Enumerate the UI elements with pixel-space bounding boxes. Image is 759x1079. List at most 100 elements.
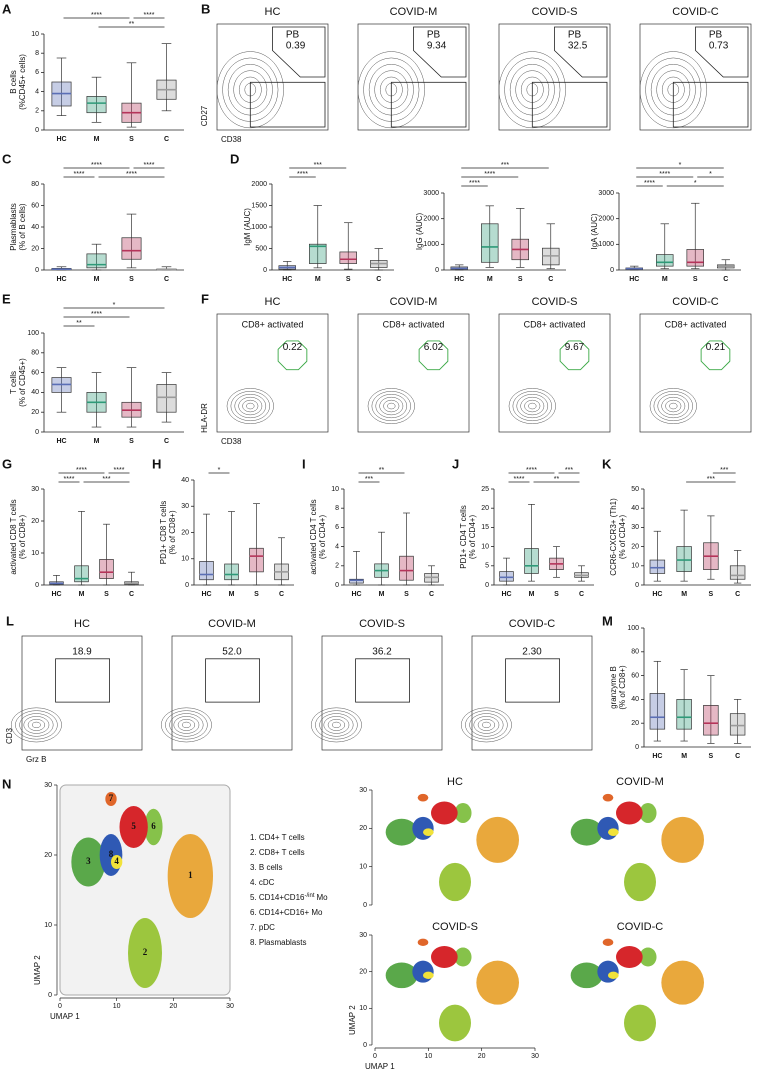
gate (672, 81, 749, 128)
y-tick-label: 3000 (423, 190, 439, 197)
x-tick-label: S (346, 276, 351, 283)
contour (469, 713, 504, 737)
box (676, 699, 692, 730)
contour (23, 716, 50, 734)
y-tick-label: 0 (48, 992, 52, 999)
cluster (608, 971, 619, 979)
y-tick-label: 10 (44, 922, 52, 929)
gate-name: PB (568, 30, 582, 41)
y-tick-label: 30 (359, 787, 367, 794)
x-tick-label: S (709, 591, 714, 598)
significance-label: **** (469, 180, 480, 187)
y-axis-label: PD1+ CD4 T cells (459, 505, 468, 569)
y-axis-label: B cells (9, 70, 18, 94)
panel-letter: L (6, 613, 14, 628)
significance-label: ** (379, 467, 385, 474)
y-tick-label: 1500 (251, 202, 267, 209)
x-tick-label: C (429, 591, 434, 598)
contour (331, 721, 341, 729)
gate (55, 658, 110, 703)
y-axis-label: (% of CD8+) (168, 510, 177, 555)
contour (520, 396, 545, 416)
y-tick-label: 2 (335, 563, 339, 570)
y-tick-label: 10 (181, 556, 189, 563)
gate (249, 81, 326, 128)
cluster-number: 4 (114, 856, 119, 866)
y-axis-label: T cells (9, 371, 18, 394)
gate-value: 32.5 (568, 41, 588, 52)
significance-label: *** (501, 162, 509, 169)
y-tick-label: 6 (335, 524, 339, 531)
y-axis-label: UMAP 2 (348, 1005, 357, 1035)
plot-title: COVID-M (208, 618, 256, 630)
box (199, 561, 214, 581)
gate-value: 0.22 (283, 342, 303, 353)
box (524, 548, 539, 574)
y-tick-label: 0 (35, 127, 39, 134)
x-tick-label: M (681, 753, 687, 760)
cluster (597, 960, 619, 983)
gate (205, 658, 261, 703)
gate-name: PB (286, 30, 300, 41)
x-tick-label: C (164, 438, 169, 445)
contour (15, 710, 58, 740)
significance-label: **** (91, 311, 102, 318)
contour (524, 399, 541, 413)
box (676, 546, 692, 572)
y-tick-label: 8 (335, 505, 339, 512)
cluster (417, 793, 429, 802)
contour (19, 713, 54, 737)
umap-panel-title: COVID-S (432, 921, 478, 933)
x-tick-label: M (94, 438, 100, 445)
y-axis-label: IgM (AUC) (243, 208, 252, 246)
gate (418, 340, 449, 371)
contour (242, 399, 259, 413)
contour (230, 391, 270, 422)
plot-title: HC (265, 296, 281, 308)
gate-name: CD8+ activated (665, 319, 727, 329)
contour (226, 388, 274, 424)
significance-label: * (694, 180, 697, 187)
significance-label: **** (297, 171, 308, 178)
x-tick-label: M (94, 136, 100, 143)
umap-panel-title: COVID-M (616, 776, 664, 788)
legend-entry: 4. cDC (250, 878, 275, 887)
y-axis-label: PD1+ CD8 T cells (159, 501, 168, 565)
y-tick-label: 20 (31, 245, 39, 252)
legend-text: 7. pDC (250, 923, 275, 932)
gate (695, 26, 749, 78)
y-tick-label: 10 (31, 550, 39, 557)
contour (216, 51, 284, 129)
plot-frame (498, 313, 611, 433)
contour (473, 716, 500, 734)
y-tick-label: 20 (44, 852, 52, 859)
cluster (105, 792, 117, 806)
x-tick-label: 10 (113, 1003, 121, 1010)
y-tick-label: 30 (44, 782, 52, 789)
legend-entry: 3. B cells (250, 863, 282, 872)
box (481, 223, 499, 263)
cluster (111, 855, 123, 869)
gate-value: 0.21 (706, 342, 726, 353)
y-tick-label: 20 (481, 505, 489, 512)
contour (323, 716, 350, 734)
y-tick-label: 0 (35, 429, 39, 436)
cluster (385, 818, 418, 846)
box (99, 559, 114, 579)
box (399, 555, 414, 581)
plot-title: HC (265, 6, 281, 18)
panel-letter: C (2, 151, 12, 166)
cluster-number: 1 (188, 870, 193, 880)
y-tick-label: 10 (359, 864, 367, 871)
y-tick-label: 30 (181, 503, 189, 510)
box (649, 559, 666, 574)
legend-entry: 8. Plasmablasts (250, 938, 306, 947)
cluster-number: 7 (109, 793, 114, 803)
x-tick-label: C (164, 136, 169, 143)
x-axis-label: UMAP 1 (365, 1062, 395, 1071)
significance-label: *** (720, 467, 728, 474)
contour (160, 707, 212, 743)
significance-label: ** (129, 21, 135, 28)
contour (27, 718, 46, 731)
significance-label: **** (91, 12, 102, 19)
